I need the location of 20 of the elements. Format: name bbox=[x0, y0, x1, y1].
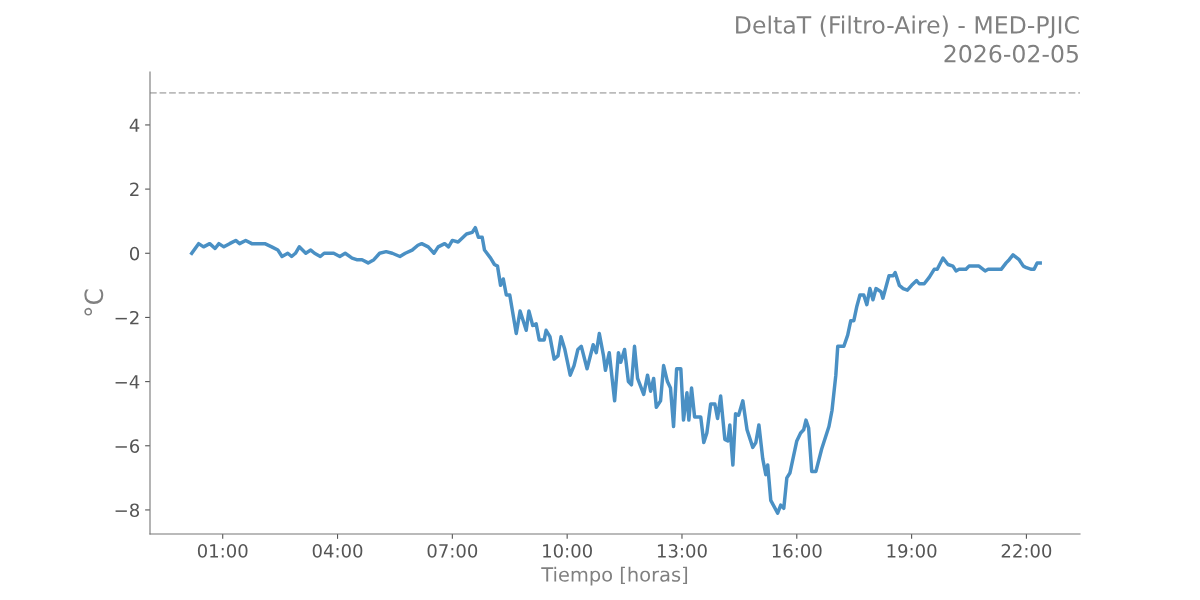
chart-subtitle: 2026-02-05 bbox=[944, 44, 1078, 63]
chart-title: DeltaT (Filtro-Aire) - MED-PJIC bbox=[736, 15, 1079, 39]
x-tick-label: 13:00 bbox=[657, 544, 707, 558]
y-tick-label: −4 bbox=[115, 375, 140, 389]
x-tick-label: 16:00 bbox=[772, 544, 822, 558]
x-tick-label: 19:00 bbox=[887, 544, 937, 558]
y-tick-label: −2 bbox=[115, 310, 139, 325]
y-tick-label: 4 bbox=[129, 118, 140, 132]
x-axis-title: Tiempo [horas] bbox=[541, 566, 688, 586]
y-tick-label: 0 bbox=[129, 246, 140, 261]
y-tick-label: 2 bbox=[130, 182, 139, 196]
line-series bbox=[189, 225, 1042, 515]
x-tick-label: 22:00 bbox=[1001, 544, 1052, 558]
x-tick-label: 07:00 bbox=[427, 544, 478, 558]
y-axis-title: °C bbox=[84, 289, 104, 316]
x-tick-label: 04:00 bbox=[312, 544, 363, 558]
x-tick-label: 10:00 bbox=[543, 544, 592, 558]
y-tick-label: −6 bbox=[115, 439, 140, 453]
x-tick-label: 01:00 bbox=[197, 544, 248, 558]
y-tick-label: −8 bbox=[115, 503, 140, 518]
